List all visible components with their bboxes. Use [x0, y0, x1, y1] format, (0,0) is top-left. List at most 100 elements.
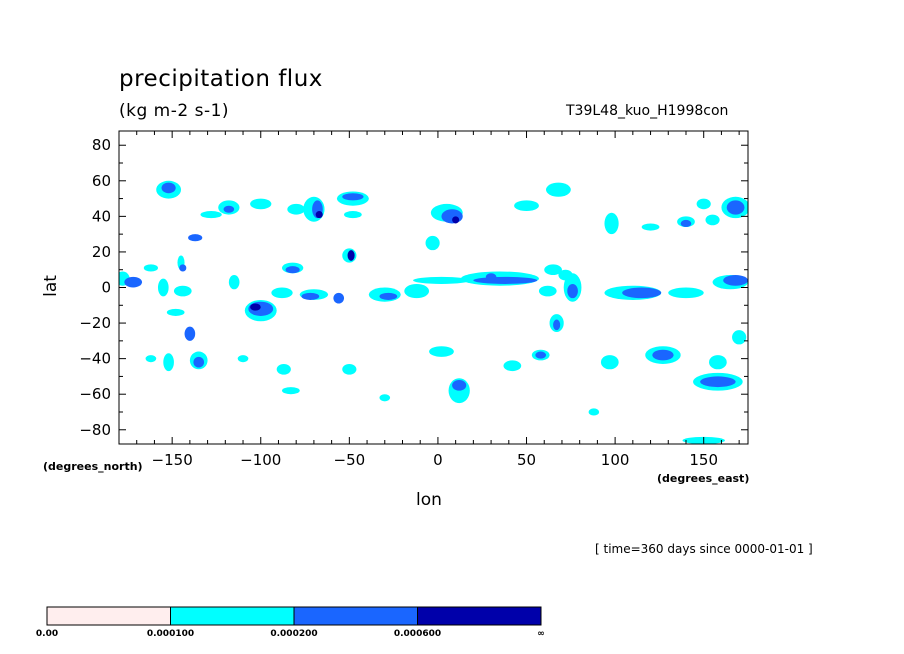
precip-contour-33 — [546, 182, 571, 197]
colorbar-level-label: ∞ — [537, 629, 545, 639]
precip-contour-60 — [237, 355, 249, 363]
x-tick-label: 100 — [601, 451, 630, 469]
y-tick-label: 40 — [92, 207, 111, 225]
precip-contour-75 — [441, 209, 463, 224]
precip-contour-76 — [452, 379, 467, 391]
precip-contour-46 — [705, 214, 720, 226]
precip-contour-85 — [726, 200, 745, 215]
precip-contour-71 — [301, 292, 320, 300]
precip-contour-62 — [161, 182, 176, 194]
precip-contour-69 — [285, 266, 300, 274]
colorbar-level-label: 0.000100 — [146, 629, 195, 639]
y-axis-unit: (degrees_north) — [43, 460, 143, 473]
y-tick-label: −80 — [79, 421, 111, 439]
precip-contour-2 — [157, 278, 169, 297]
precip-contour-91 — [452, 216, 460, 224]
colorbar-segment-0 — [46, 606, 171, 626]
precip-contour-43 — [641, 223, 660, 231]
precip-contour-87 — [700, 376, 736, 388]
precip-contour-84 — [680, 219, 692, 228]
precip-contour-56 — [342, 363, 357, 375]
run-label: T39L48_kuo_H1998con — [566, 103, 729, 119]
precip-contour-55 — [276, 363, 291, 375]
colorbar-segment-2 — [293, 606, 418, 626]
precip-contour-27 — [429, 346, 454, 357]
precip-contour-65 — [188, 234, 203, 242]
precipitation-field — [119, 180, 748, 444]
precip-contour-79 — [535, 351, 547, 359]
x-axis-label: lon — [416, 490, 442, 510]
precip-contour-36 — [538, 285, 557, 297]
precip-contour-40 — [600, 355, 619, 370]
precip-contour-90 — [347, 250, 355, 261]
precip-contour-88 — [250, 303, 261, 311]
y-tick-label: 60 — [92, 172, 111, 190]
y-tick-label: 0 — [101, 279, 111, 297]
plot-frame — [118, 130, 749, 445]
x-tick-label: 50 — [517, 451, 536, 469]
precip-contour-4 — [166, 308, 185, 316]
precip-contour-61 — [124, 276, 143, 288]
precip-contour-26 — [425, 235, 440, 251]
precip-contour-72 — [333, 292, 345, 304]
precip-contour-73 — [342, 193, 364, 201]
precip-contour-11 — [228, 275, 240, 290]
precip-contour-45 — [668, 287, 704, 299]
precip-contour-58 — [588, 408, 600, 416]
y-tick-label: 80 — [92, 136, 111, 154]
precip-contour-12 — [250, 198, 272, 210]
precip-contour-54 — [282, 387, 300, 395]
axis-ticks: −150 −100 −50 0 50 100 150 80 60 40 20 0 −20 −40 −60 −8… — [79, 131, 748, 469]
precip-contour-78 — [485, 273, 497, 281]
precip-contour-17 — [287, 203, 306, 215]
precip-contour-63 — [179, 264, 187, 272]
x-tick-label: −150 — [152, 451, 193, 469]
precip-contour-77 — [473, 276, 538, 284]
precip-contour-89 — [315, 211, 323, 219]
colorbar-level-label: 0.000200 — [270, 629, 318, 639]
precip-contour-15 — [271, 287, 293, 299]
precip-contour-7 — [163, 353, 174, 372]
precip-contour-59 — [145, 355, 157, 363]
precip-contour-32 — [503, 360, 522, 372]
precip-contour-52 — [732, 330, 747, 345]
precip-contour-86 — [723, 275, 748, 286]
x-tick-label: 150 — [689, 451, 718, 469]
precip-contour-64 — [184, 326, 196, 341]
colorbar-level-label: 0.00 — [35, 629, 59, 639]
precip-contour-21 — [344, 211, 362, 219]
x-tick-label: −100 — [240, 451, 281, 469]
chart-units: (kg m-2 s-1) — [119, 101, 230, 121]
precip-contour-66 — [193, 356, 205, 368]
y-tick-label: −60 — [79, 385, 111, 403]
colorbar-level-label: 0.000600 — [393, 629, 442, 639]
time-label: [ time=360 days since 0000-01-01 ] — [595, 542, 813, 556]
precip-contour-39 — [604, 212, 619, 235]
y-axis-label: lat — [40, 275, 61, 297]
y-tick-label: −40 — [79, 350, 111, 368]
precip-contour-80 — [553, 319, 561, 331]
colorbar-segment-1 — [170, 606, 295, 626]
x-tick-label: 0 — [433, 451, 443, 469]
precip-contour-24 — [413, 276, 470, 284]
precip-contour-83 — [652, 349, 674, 361]
precip-contour-82 — [622, 287, 662, 299]
x-tick-label: −50 — [334, 451, 366, 469]
precip-contour-6 — [173, 285, 192, 297]
precip-contour-74 — [379, 292, 398, 300]
y-tick-label: −20 — [79, 314, 111, 332]
precip-contour-81 — [567, 283, 578, 299]
precip-contour-51 — [709, 355, 727, 370]
precip-contour-47 — [696, 198, 711, 210]
colorbar — [46, 606, 542, 626]
colorbar-segment-3 — [417, 606, 542, 626]
precip-contour-67 — [223, 205, 235, 213]
y-tick-label: 20 — [92, 243, 111, 261]
precip-contour-30 — [514, 200, 539, 212]
precip-contour-23 — [404, 283, 430, 299]
precip-contour-34 — [544, 264, 562, 276]
x-axis-unit: (degrees_east) — [657, 472, 750, 485]
precip-contour-10 — [200, 211, 222, 219]
chart-title: precipitation flux — [119, 66, 323, 92]
